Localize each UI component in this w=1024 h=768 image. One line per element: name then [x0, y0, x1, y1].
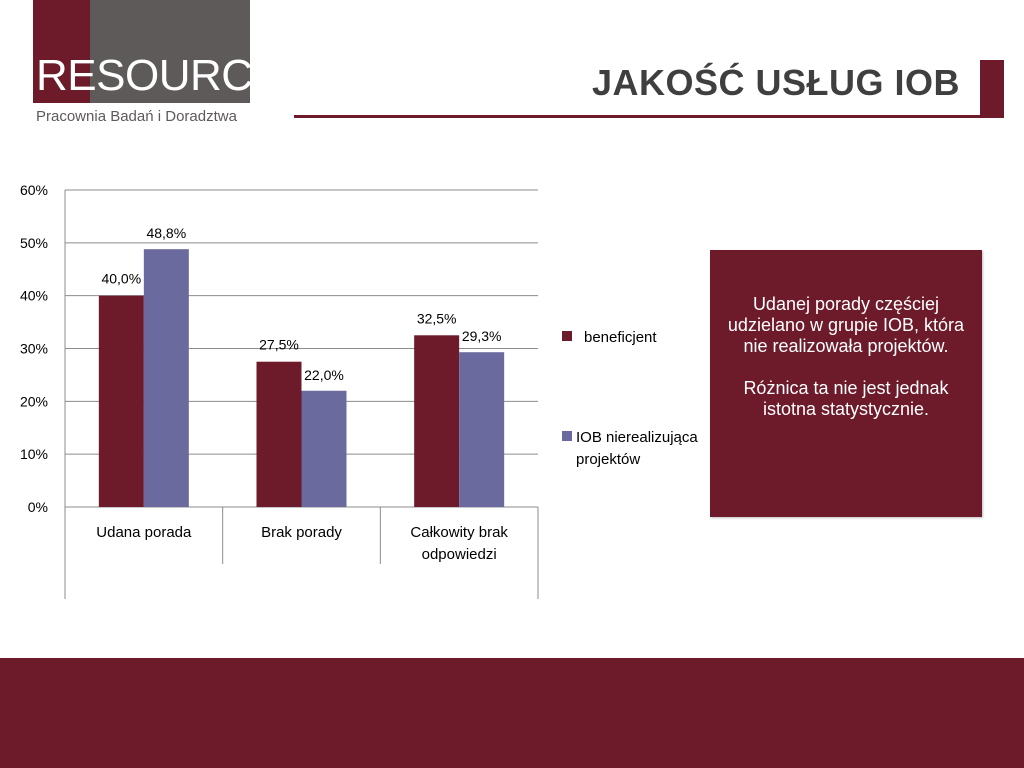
callout-text-1: Udanej porady częściej udzielano w grupi… — [727, 294, 965, 356]
title-rule — [294, 115, 1004, 118]
data-label: 27,5% — [259, 337, 299, 353]
data-label: 29,3% — [462, 328, 502, 344]
title-accent-block — [980, 60, 1004, 118]
logo-red-block — [33, 0, 90, 103]
data-label: 48,8% — [146, 225, 186, 241]
logo-subtitle: Pracownia Badań i Doradztwa — [36, 108, 237, 125]
legend-label: IOB nierealizująca — [576, 429, 698, 446]
data-label: 22,0% — [304, 367, 344, 383]
category-label: Całkowity brak — [410, 524, 508, 541]
y-tick-label: 40% — [20, 288, 48, 304]
category-label: odpowiedzi — [422, 546, 497, 563]
legend-swatch — [562, 331, 572, 341]
logo-gray-block — [90, 0, 250, 103]
bar — [98, 295, 144, 507]
y-tick-label: 20% — [20, 393, 48, 409]
legend-label: beneficjent — [584, 329, 657, 346]
legend-swatch — [562, 431, 572, 441]
footer-band — [0, 658, 1024, 768]
data-label: 32,5% — [417, 310, 457, 326]
logo: RESOURCE Pracownia Badań i Doradztwa — [0, 0, 282, 130]
y-tick-label: 50% — [20, 235, 48, 251]
chart-canvas: 0% 10% 20% 30% 40% 50% 60% 40,0% 48,8% Udana pora… — [20, 182, 698, 599]
category-label: Udana porada — [96, 524, 192, 541]
logo-wordmark: RESOURCE — [36, 51, 282, 100]
callout-box: Udanej porady częściej udzielano w grupi… — [710, 250, 982, 517]
callout-text-2: Różnica ta nie jest jednak istotna staty… — [743, 378, 949, 419]
y-tick-label: 0% — [28, 499, 48, 515]
bar — [143, 249, 189, 507]
data-label: 40,0% — [101, 271, 141, 287]
y-tick-label: 10% — [20, 446, 48, 462]
page-title: JAKOŚĆ USŁUG IOB — [591, 62, 960, 103]
bar — [459, 352, 505, 507]
bar — [414, 335, 460, 507]
legend-label: projektów — [576, 451, 640, 468]
y-tick-label: 30% — [20, 341, 48, 357]
bar-chart: 0% 10% 20% 30% 40% 50% 60% 40,0% 48,8% Udana pora… — [0, 160, 720, 610]
bar — [256, 361, 302, 507]
category-label: Brak porady — [261, 524, 342, 541]
y-tick-label: 60% — [20, 182, 48, 198]
bar — [301, 390, 347, 507]
